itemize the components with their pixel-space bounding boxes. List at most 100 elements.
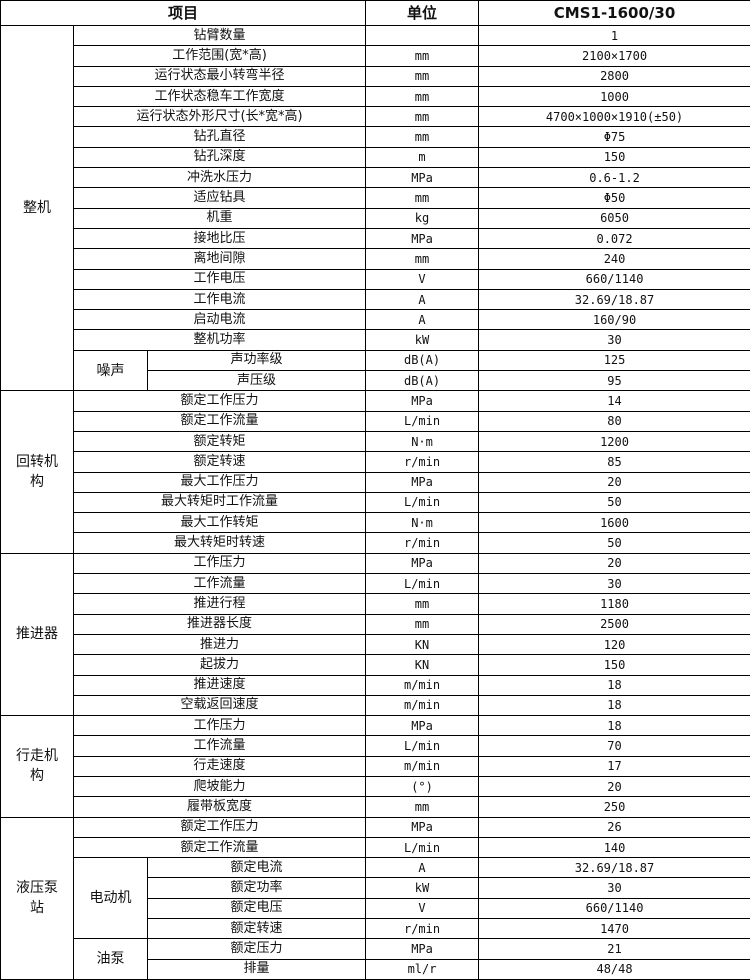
item-unit: mm: [365, 45, 480, 67]
item-value: 1470: [478, 918, 750, 940]
table-row: 运行状态外形尺寸(长*宽*高) mm 4700×1000×1910(±50): [1, 106, 750, 128]
item-unit: MPa: [365, 552, 480, 575]
table-row: 整机 钻臂数量 1: [0, 24, 750, 392]
item-unit: MPa: [365, 715, 480, 737]
group-label: 推进器: [0, 552, 74, 717]
table-row: 工作流量 L/min 30: [1, 573, 750, 595]
header-value: CMS1-1600/30: [478, 0, 750, 26]
item-unit: (°): [365, 775, 480, 798]
table-row: 工作状态稳车工作宽度 mm 1000: [1, 85, 750, 108]
item-name: 额定转速: [146, 918, 367, 940]
item-unit: m/min: [365, 755, 480, 777]
table-row: 额定工作流量 L/min 140: [1, 836, 750, 859]
item-unit: dB(A): [365, 349, 480, 372]
item-value: 32.69/18.87: [478, 857, 750, 879]
item-name: 适应钻具: [72, 187, 367, 209]
table-row: 油泵 额定压力 MPa 21: [1, 938, 750, 980]
table-row: 冲洗水压力 MPa 0.6-1.2: [1, 167, 750, 189]
item-name: 工作电压: [72, 268, 367, 290]
item-name: 接地比压: [72, 227, 367, 250]
table-row: 整机功率 kW 30: [1, 329, 750, 351]
table-row: 适应钻具 mm Φ50: [1, 187, 750, 209]
table-row: 钻孔深度 m 150: [1, 146, 750, 169]
item-value: 0.6-1.2: [478, 167, 750, 189]
item-value: 2100×1700: [478, 45, 750, 67]
table-row: 额定功率 kW 30: [1, 877, 750, 899]
table-row: 工作电流 A 32.69/18.87: [1, 288, 750, 311]
item-unit: r/min: [365, 451, 480, 473]
item-name: 机重: [72, 207, 367, 229]
item-value: 660/1140: [478, 268, 750, 290]
item-value: 32.69/18.87: [478, 288, 750, 311]
item-name: 推进速度: [72, 674, 367, 696]
item-name: 额定电压: [146, 897, 367, 920]
item-unit: A: [365, 857, 480, 879]
item-value: 1000: [478, 85, 750, 108]
table-row: 行走机构 工作压力 MPa 18: [0, 715, 750, 818]
item-value: 30: [478, 329, 750, 351]
table-row: 起拔力 KN 150: [1, 654, 750, 676]
item-value: 18: [478, 674, 750, 696]
item-name: 钻孔深度: [72, 146, 367, 169]
item-value: 18: [478, 694, 750, 717]
item-name: 履带板宽度: [72, 796, 367, 818]
item-value: 20: [478, 471, 750, 493]
item-unit: mm: [365, 593, 480, 615]
item-value: 18: [478, 715, 750, 737]
item-value: 1600: [478, 512, 750, 534]
item-name: 工作压力: [72, 715, 367, 737]
table-row: 推进速度 m/min 18: [1, 674, 750, 696]
item-name: 启动电流: [72, 309, 367, 331]
item-name: 推进器长度: [72, 613, 367, 635]
item-value: 4700×1000×1910(±50): [478, 106, 750, 128]
item-unit: r/min: [365, 532, 480, 554]
item-unit: MPa: [365, 167, 480, 189]
item-unit: mm: [365, 796, 480, 818]
item-name: 最大转矩时工作流量: [72, 491, 367, 514]
item-unit: KN: [365, 633, 480, 656]
item-unit: mm: [365, 65, 480, 87]
item-unit: mm: [365, 187, 480, 209]
item-value: 1200: [478, 430, 750, 453]
table-row: 工作范围(宽*高) mm 2100×1700: [1, 45, 750, 67]
item-name: 钻臂数量: [72, 24, 367, 47]
item-value: 50: [478, 532, 750, 554]
group-label: 整机: [0, 24, 74, 392]
table-row: 额定工作流量 L/min 80: [1, 410, 750, 432]
item-unit: kW: [365, 877, 480, 899]
item-value: 0.072: [478, 227, 750, 250]
item-value: 20: [478, 552, 750, 575]
item-name: 最大转矩时转速: [72, 532, 367, 554]
item-value: 150: [478, 654, 750, 676]
item-name: 声功率级: [146, 349, 367, 372]
item-name: 爬坡能力: [72, 775, 367, 798]
table-row: 工作流量 L/min 70: [1, 735, 750, 757]
subgroup-label: 电动机: [73, 857, 148, 940]
item-unit: [365, 24, 480, 47]
item-value: 160/90: [478, 309, 750, 331]
table-row: 履带板宽度 mm 250: [1, 796, 750, 818]
item-unit: mm: [365, 613, 480, 635]
item-value: 48/48: [478, 958, 750, 980]
item-unit: L/min: [365, 836, 480, 859]
item-unit: kg: [365, 207, 480, 229]
item-unit: L/min: [365, 573, 480, 595]
table-row: 最大工作转矩 N·m 1600: [1, 512, 750, 534]
item-name: 工作电流: [72, 288, 367, 311]
table-row: 机重 kg 6050: [1, 207, 750, 229]
item-name: 工作范围(宽*高): [72, 45, 367, 67]
item-value: Φ75: [478, 126, 750, 148]
item-name: 额定转速: [72, 451, 367, 473]
item-value: 2500: [478, 613, 750, 635]
table-row: 离地间隙 mm 240: [1, 248, 750, 270]
item-value: 21: [478, 938, 750, 960]
item-name: 工作流量: [72, 573, 367, 595]
item-value: 1: [478, 24, 750, 47]
table-row: 爬坡能力 (°) 20: [1, 775, 750, 798]
item-name: 空载返回速度: [72, 694, 367, 717]
table-row: 最大转矩时工作流量 L/min 50: [1, 491, 750, 514]
header-item: 项目: [0, 0, 367, 26]
item-unit: V: [365, 897, 480, 920]
item-name: 工作状态稳车工作宽度: [72, 85, 367, 108]
item-value: 150: [478, 146, 750, 169]
